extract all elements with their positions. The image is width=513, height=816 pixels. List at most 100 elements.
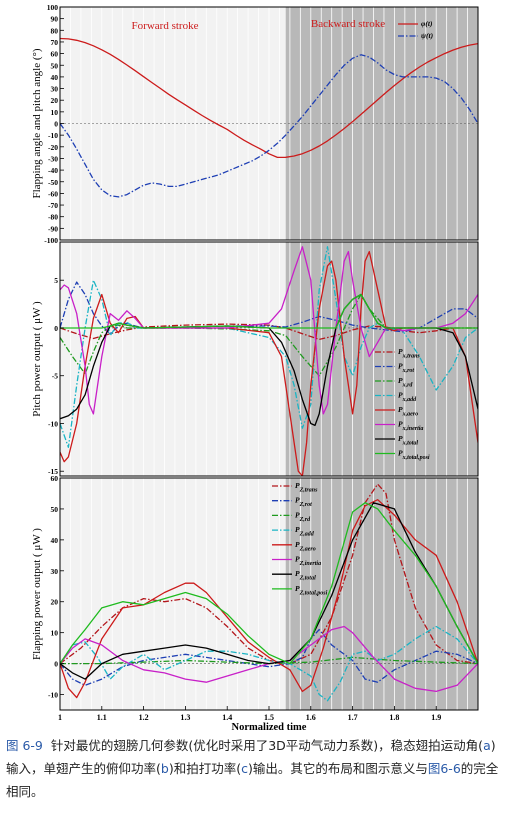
y-tick-label: 50	[51, 61, 59, 70]
legend-label-2: Px,rot	[398, 362, 414, 375]
legend-label-7: Px,total	[398, 434, 418, 447]
caption-text-5: 的完全相同。	[6, 761, 499, 799]
y-tick-label: 10	[51, 629, 59, 638]
caption-ref-b[interactable]: b	[160, 761, 169, 776]
series-group	[60, 483, 478, 702]
y-tick-label: -60	[48, 189, 58, 198]
y-axis-label: Pitch power output ( μW )	[31, 301, 43, 417]
legend-label-8: PZ,total,posi	[295, 584, 328, 597]
y-axis-ticks: -10 0 10 20 30 40 50 60	[48, 474, 64, 700]
y-tick-label: -10	[48, 131, 58, 140]
legend-label-8: Px,total,posi	[398, 449, 430, 462]
backward-stroke-shade	[285, 242, 478, 476]
y-tick-label: 0	[54, 324, 58, 333]
y-axis-ticks: -100-90-80-70-60-50-40-30-20-10010203040…	[44, 3, 64, 245]
x-tick-label: 1.5	[264, 713, 274, 722]
y-tick-label: 60	[51, 50, 59, 59]
series-group	[60, 246, 478, 476]
legend-label-1: PZ,trans	[295, 481, 318, 494]
legend-label-5: PZ,aero	[295, 540, 316, 553]
y-tick-label: -90	[48, 224, 58, 233]
series-line-1	[60, 37, 478, 159]
caption-text-1: 针对最优的翅膀几何参数(优化时采用了3D平动气动力系数)，稳态翅拍运动角(	[50, 738, 484, 753]
y-tick-label: 30	[51, 567, 59, 576]
y-tick-label: 10	[51, 108, 59, 117]
y-tick-label: 90	[51, 15, 59, 24]
x-axis-ticks: 1 1.1 1.2 1.3 1.4 1.5 1.6 1.7 1.8 1.9	[58, 706, 441, 722]
x-tick-label: 1.2	[139, 713, 149, 722]
y-tick-label: 100	[47, 3, 59, 12]
legend-label-6: Px,inertia	[398, 420, 423, 433]
y-tick-label: -30	[48, 154, 58, 163]
series-line-3	[60, 293, 478, 377]
y-tick-label: -10	[48, 419, 58, 428]
y-tick-label: -80	[48, 213, 58, 222]
legend-label-3: Px,rd	[398, 376, 413, 389]
figure-caption: 图 6-9 针对最优的翅膀几何参数(优化时采用了3D平动气动力系数)，稳态翅拍运…	[6, 734, 506, 803]
x-tick-label: 1.7	[348, 713, 358, 722]
x-tick-label: 1	[58, 713, 62, 722]
y-tick-label: 40	[51, 73, 59, 82]
y-tick-label: -70	[48, 201, 58, 210]
legend-label-1: φ(t)	[421, 19, 433, 28]
legend-label-3: PZ,rd	[295, 510, 311, 523]
caption-ref-c[interactable]: c	[241, 761, 248, 776]
series-line-1	[60, 323, 478, 341]
series-line-5	[60, 499, 478, 699]
x-axis-label: Normalized time	[232, 722, 307, 730]
chart-panel-3: -10 0 10 20 30 40 50 60 Flapping power output ( …	[31, 474, 479, 730]
series-group	[60, 37, 478, 198]
y-tick-label: 0	[54, 660, 58, 669]
annotation-backward-stroke: Backward stroke	[311, 18, 385, 30]
caption-text-3: )和拍打功率(	[168, 761, 242, 776]
legend-label-4: PZ,add	[295, 525, 315, 538]
x-tick-label: 1.6	[306, 713, 316, 722]
vertical-grid	[70, 242, 468, 476]
y-tick-label: 70	[51, 38, 59, 47]
annotation-forward-stroke: Forward stroke	[132, 20, 199, 32]
y-tick-label: 20	[51, 96, 59, 105]
y-tick-label: 60	[51, 474, 59, 483]
caption-figure-number: 图 6-9	[6, 738, 43, 753]
figure-panels: -100-90-80-70-60-50-40-30-20-10010203040…	[31, 3, 479, 730]
y-tick-label: 40	[51, 536, 59, 545]
x-tick-label: 1.8	[389, 713, 399, 722]
series-line-8	[60, 502, 478, 665]
legend-label-6: PZ,inertia	[295, 555, 321, 568]
y-tick-label: 80	[51, 26, 59, 35]
series-line-7	[60, 502, 478, 680]
y-tick-label: 20	[51, 598, 59, 607]
y-axis-label: Flapping angle and pitch angle (°)	[31, 48, 43, 198]
plot-frame	[59, 241, 479, 477]
y-tick-label: -40	[48, 166, 58, 175]
legend-label-2: ψ(t)	[421, 31, 434, 40]
y-tick-label: -50	[48, 178, 58, 187]
legend: φ(t) ψ(t)	[398, 19, 434, 40]
series-line-1	[60, 483, 478, 665]
caption-ref-figure[interactable]: 图6-6	[427, 761, 461, 776]
y-tick-label: 0	[54, 120, 58, 129]
y-tick-label: 50	[51, 505, 59, 514]
y-tick-label: 5	[54, 276, 58, 285]
y-axis-ticks: -15 -10 -5 0 5	[48, 276, 64, 476]
legend-label-7: PZ,total	[295, 569, 316, 582]
x-tick-label: 1.9	[431, 713, 441, 722]
y-tick-label: -20	[48, 143, 58, 152]
legend-label-1: Px,trans	[398, 347, 420, 360]
y-axis-label: Flapping power output ( μW )	[31, 528, 43, 660]
x-tick-label: 1.4	[222, 713, 232, 722]
y-tick-label: -10	[48, 691, 58, 700]
legend-label-4: Px,add	[398, 391, 417, 404]
caption-text-2: )输入，单翅产生的俯仰功率(	[6, 738, 496, 776]
series-line-2	[60, 54, 478, 198]
chart-panel-2: -15 -10 -5 0 5 Pitch power output ( μW ) Px,tr…	[31, 241, 479, 477]
series-line-5	[60, 250, 478, 476]
caption-text-4: )输出。其它的布局和图示意义与	[247, 761, 428, 776]
backward-stroke-shade	[285, 478, 478, 710]
chart-panel-1: -100-90-80-70-60-50-40-30-20-10010203040…	[31, 3, 479, 245]
caption-ref-a[interactable]: a	[483, 738, 491, 753]
y-tick-label: 30	[51, 85, 59, 94]
y-tick-label: -15	[48, 467, 58, 476]
